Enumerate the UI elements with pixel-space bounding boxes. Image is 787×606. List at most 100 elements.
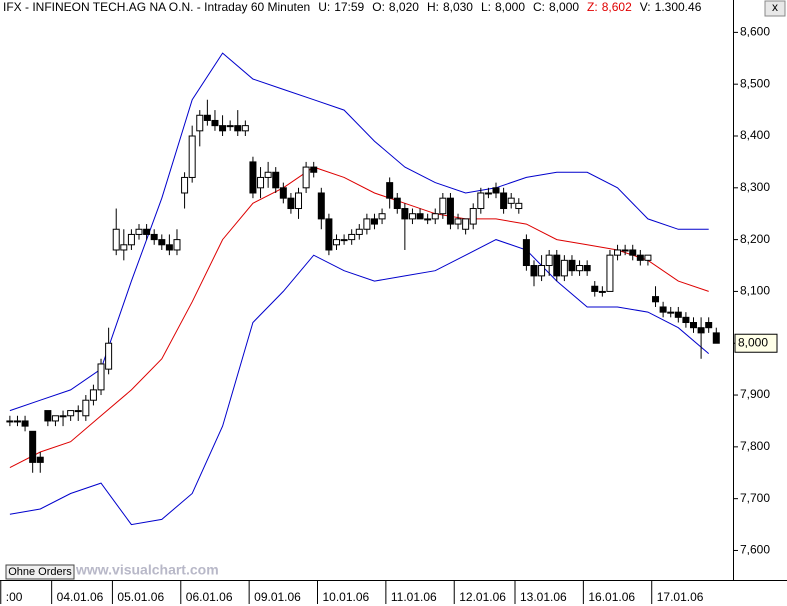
x-tick-label: 17.01.06 xyxy=(657,590,704,604)
close-button[interactable] xyxy=(764,0,786,17)
candle-body xyxy=(355,228,363,235)
candle-body xyxy=(332,239,340,246)
header-field-label: C: xyxy=(533,0,545,14)
candle-body xyxy=(697,327,705,334)
candle-body xyxy=(621,249,629,252)
y-tick-label: 7,600 xyxy=(740,543,770,557)
candle-body xyxy=(51,415,59,422)
candle-body xyxy=(135,228,143,235)
candle-body xyxy=(636,254,644,261)
x-tick-label: 11.01.06 xyxy=(391,590,437,604)
candle-body xyxy=(393,197,401,210)
x-tick-label: 10.01.06 xyxy=(323,590,370,604)
candle-body xyxy=(424,218,432,221)
header-field-label: V: xyxy=(640,0,651,14)
y-tick-label: 7,700 xyxy=(740,491,770,505)
watermark: www.visualchart.com xyxy=(75,562,219,578)
candle-body xyxy=(629,249,637,256)
band-line xyxy=(9,239,710,526)
candle-body xyxy=(606,254,614,292)
x-tick-label: 05.01.06 xyxy=(117,590,164,604)
band-line xyxy=(9,52,709,412)
band-line xyxy=(9,166,709,469)
candle-body xyxy=(500,192,508,210)
candle-body xyxy=(196,114,204,132)
candle-body xyxy=(74,410,82,413)
candle-body xyxy=(469,208,477,225)
candle-body xyxy=(408,213,416,220)
header-field-label: H: xyxy=(427,0,439,14)
x-tick-label: 13.01.06 xyxy=(520,590,567,604)
orders-button[interactable] xyxy=(5,564,75,580)
candle-body xyxy=(690,322,698,329)
candle-body xyxy=(127,233,135,246)
header-field-value: 8,000 xyxy=(549,0,579,14)
candle-body xyxy=(576,265,584,272)
candle-body xyxy=(401,208,409,220)
candle-body xyxy=(538,265,546,277)
candle-body xyxy=(553,254,561,277)
candle-body xyxy=(97,363,105,391)
candle-body xyxy=(287,197,295,210)
candle-body xyxy=(348,233,356,241)
candle-body xyxy=(173,239,181,251)
header-field-label: O: xyxy=(372,0,385,14)
header-field-label: Z: xyxy=(587,0,598,14)
candle-body xyxy=(545,254,553,267)
candle-body xyxy=(105,342,113,370)
y-tick-label: 8,600 xyxy=(740,25,770,39)
candle-body xyxy=(165,244,173,251)
x-tick-label: 04.01.06 xyxy=(57,590,104,604)
candle-body xyxy=(507,197,515,204)
y-tick-label: 8,400 xyxy=(740,128,770,142)
candle-body xyxy=(568,259,576,272)
candle-body xyxy=(181,176,189,194)
candle-body xyxy=(705,322,713,329)
candle-body xyxy=(67,410,75,417)
candle-body xyxy=(522,239,530,267)
y-tick-label: 7,800 xyxy=(740,439,770,453)
candle-body xyxy=(492,187,500,194)
candle-body xyxy=(158,239,166,246)
candle-body xyxy=(36,456,44,463)
x-tick-label: 06.01.06 xyxy=(186,590,233,604)
candle-body xyxy=(234,125,242,132)
candle-body xyxy=(431,213,439,220)
candle-body xyxy=(484,192,492,195)
candle-body xyxy=(659,306,667,313)
candle-body xyxy=(264,171,272,178)
candle-body xyxy=(370,218,378,225)
candle-body xyxy=(674,311,682,318)
candle-body xyxy=(226,125,234,128)
header-field-value: 1.300.46 xyxy=(655,0,702,14)
candle-body xyxy=(150,233,158,241)
candle-body xyxy=(560,259,568,277)
candle-body xyxy=(13,420,21,423)
candle-body xyxy=(188,135,196,178)
header-field-value: 8,000 xyxy=(495,0,525,14)
candle-body xyxy=(652,296,660,303)
candle-body xyxy=(257,176,265,189)
header-field-value: 17:59 xyxy=(334,0,364,14)
candle-body xyxy=(515,202,523,210)
y-tick-label: 8,300 xyxy=(740,180,770,194)
candle-body xyxy=(712,332,720,344)
candle-body xyxy=(295,192,303,210)
close-label[interactable]: x xyxy=(772,0,778,14)
orders-button-label[interactable]: Ohne Orders xyxy=(8,566,72,578)
candle-body xyxy=(386,182,394,199)
candle-body xyxy=(21,420,29,427)
candle-body xyxy=(682,316,690,324)
header-field-value: 8,020 xyxy=(389,0,419,14)
candle-body xyxy=(59,415,67,418)
plot-area xyxy=(6,52,720,526)
candle-body xyxy=(446,197,454,225)
x-tick-label: :00 xyxy=(6,590,23,604)
candle-body xyxy=(454,218,462,225)
candle-body xyxy=(340,239,348,242)
candle-body xyxy=(591,285,599,292)
candle-body xyxy=(82,399,90,417)
candle-body xyxy=(279,187,287,199)
candle-body xyxy=(302,166,310,189)
header-field-value: 8,602 xyxy=(602,0,632,14)
